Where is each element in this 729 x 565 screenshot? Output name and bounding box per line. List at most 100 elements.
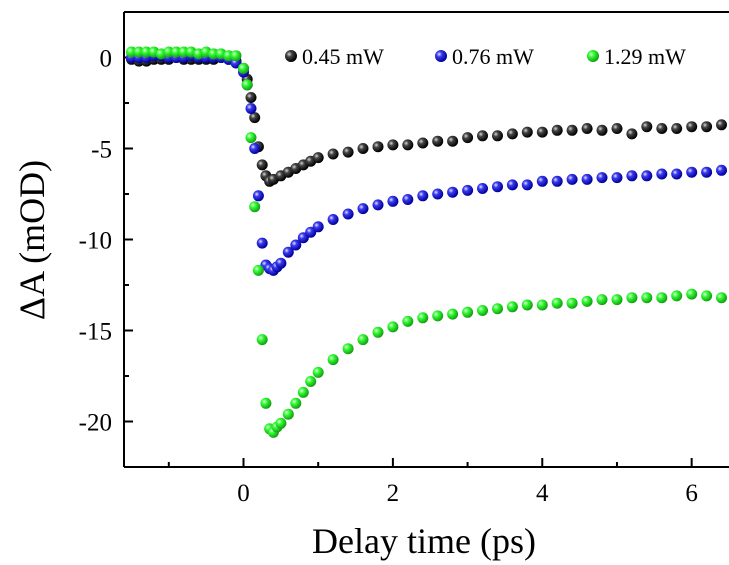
data-point	[387, 195, 399, 207]
data-point	[566, 124, 578, 136]
data-point	[521, 299, 533, 311]
data-point	[656, 168, 668, 180]
legend-label: 0.45 mW	[302, 44, 384, 69]
data-point	[372, 141, 384, 153]
data-point	[260, 397, 272, 409]
data-point	[387, 321, 399, 333]
data-point	[477, 305, 488, 316]
data-point	[492, 303, 503, 315]
x-axis: 0 2 4 6	[167, 458, 698, 507]
data-point	[611, 172, 623, 184]
data-point	[462, 132, 474, 144]
x-axis-title: Delay time (ps)	[312, 521, 536, 561]
y-tick-label: -10	[79, 228, 112, 255]
data-point	[536, 175, 548, 187]
data-point	[305, 376, 317, 387]
y-axis-title: ΔA (mOD)	[12, 160, 52, 320]
data-point	[596, 172, 608, 184]
data-point	[327, 214, 339, 225]
data-point	[256, 237, 268, 249]
data-point	[245, 92, 257, 103]
data-point	[357, 334, 369, 346]
series-2	[126, 50, 727, 276]
legend-marker	[435, 50, 447, 62]
data-point	[521, 126, 533, 138]
x-tick-label: 2	[387, 480, 400, 507]
data-point	[462, 306, 474, 318]
data-point	[290, 397, 302, 409]
data-point	[372, 199, 384, 211]
data-point	[626, 170, 638, 182]
data-point	[492, 130, 503, 142]
data-point	[506, 301, 518, 313]
series-layer	[126, 46, 727, 438]
data-point	[447, 135, 459, 147]
data-point	[238, 62, 249, 74]
data-point	[327, 354, 339, 366]
data-point	[536, 126, 548, 138]
data-point	[701, 166, 713, 178]
data-point	[417, 137, 429, 149]
data-point	[551, 297, 563, 309]
data-point	[701, 121, 713, 133]
data-point	[275, 417, 287, 429]
data-point	[701, 290, 713, 302]
data-point	[256, 159, 268, 171]
data-point	[611, 123, 623, 134]
data-point	[357, 203, 369, 215]
legend-label: 1.29 mW	[604, 44, 686, 69]
data-point	[716, 119, 727, 131]
data-point	[551, 124, 563, 136]
data-point	[477, 183, 488, 194]
data-point	[656, 123, 668, 134]
data-point	[641, 121, 653, 133]
plot-frame	[123, 11, 729, 468]
data-point	[596, 294, 608, 306]
data-point	[256, 334, 268, 346]
data-point	[249, 201, 261, 213]
x-tick-label: 0	[237, 480, 250, 507]
data-point	[342, 208, 354, 220]
data-point	[686, 121, 698, 133]
data-point	[290, 239, 302, 251]
data-point	[506, 128, 518, 140]
data-point	[417, 312, 429, 324]
data-point	[252, 264, 264, 276]
data-point	[671, 290, 683, 302]
legend: 0.45 mW 0.76 mW 1.29 mW	[285, 44, 686, 69]
x-tick-label: 6	[685, 480, 698, 507]
data-point	[506, 179, 518, 191]
data-point	[492, 181, 503, 193]
data-point	[671, 123, 683, 134]
legend-marker	[285, 50, 297, 62]
data-point	[521, 179, 533, 191]
data-point	[342, 146, 354, 158]
data-point	[249, 112, 261, 124]
data-point	[312, 152, 324, 164]
data-point	[566, 297, 578, 309]
data-point	[252, 190, 264, 202]
legend-marker	[587, 50, 599, 62]
data-point	[417, 190, 429, 202]
series-3	[126, 46, 727, 438]
data-point	[581, 295, 593, 307]
data-point	[230, 50, 242, 62]
data-point	[402, 139, 414, 151]
data-point	[447, 186, 459, 198]
data-point	[372, 326, 384, 338]
data-point	[249, 143, 261, 154]
data-point	[342, 343, 354, 355]
data-point	[596, 124, 608, 136]
data-point	[432, 188, 444, 200]
data-point	[626, 128, 638, 140]
y-tick-label: -20	[79, 410, 112, 437]
legend-label: 0.76 mW	[452, 44, 534, 69]
y-axis: 0 -5 -10 -15 -20	[79, 46, 133, 437]
data-point	[402, 315, 414, 327]
data-point	[312, 366, 324, 378]
data-point	[686, 166, 698, 178]
y-tick-label: -5	[91, 137, 112, 164]
data-point	[477, 130, 488, 142]
data-point	[581, 123, 593, 134]
data-point	[462, 184, 474, 196]
